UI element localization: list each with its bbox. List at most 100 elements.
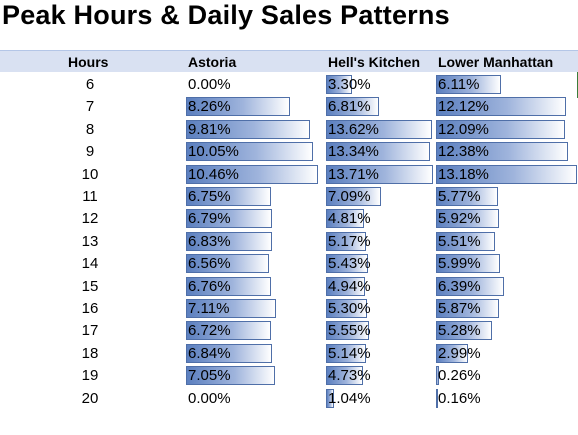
percent-value: 5.51%	[438, 232, 481, 250]
hour-cell[interactable]: 14	[81, 255, 99, 273]
astoria-cell[interactable]: 6.76%	[186, 275, 318, 299]
lower-cell[interactable]: 5.51%	[436, 230, 577, 254]
lower-cell[interactable]: 12.09%	[436, 118, 577, 142]
lower-cell[interactable]: 12.12%	[436, 95, 577, 119]
percent-value: 6.84%	[188, 344, 231, 362]
percent-value: 0.16%	[438, 389, 481, 407]
table-row: 13 6.83% 5.17% 5.51%	[0, 230, 578, 254]
data-bar	[436, 119, 566, 139]
data-bar	[186, 209, 272, 229]
lower-cell[interactable]: 12.38%	[436, 140, 577, 164]
lower-cell[interactable]: 6.39%	[436, 275, 577, 299]
lower-cell[interactable]: 0.26%	[436, 364, 577, 388]
hour-cell[interactable]: 6	[85, 76, 95, 93]
percent-value: 5.28%	[438, 322, 481, 340]
header-hours[interactable]: Hours	[68, 54, 109, 70]
hour-cell[interactable]: 17	[81, 322, 99, 340]
data-bar	[326, 388, 335, 408]
percent-value: 5.14%	[328, 344, 371, 362]
header-lower-manhattan[interactable]: Lower Manhattan	[438, 54, 554, 70]
lower-cell[interactable]: 5.99%	[436, 252, 577, 276]
table-row: 11 6.75% 7.09% 5.77%	[0, 185, 578, 209]
astoria-cell[interactable]: 6.56%	[186, 252, 318, 276]
hells-cell[interactable]: 5.30%	[326, 297, 433, 321]
header-astoria[interactable]: Astoria	[188, 54, 237, 70]
data-bar	[436, 164, 577, 184]
hour-cell[interactable]: 18	[81, 344, 99, 362]
data-bar	[186, 231, 273, 251]
hells-cell[interactable]: 1.04%	[326, 387, 433, 411]
lower-cell[interactable]: 0.16%	[436, 387, 577, 411]
hells-cell[interactable]: 5.14%	[326, 342, 433, 366]
percent-value: 6.72%	[188, 322, 231, 340]
lower-cell[interactable]: 6.11%	[436, 73, 577, 97]
hells-cell[interactable]: 13.34%	[326, 140, 433, 164]
hells-cell[interactable]: 4.94%	[326, 275, 433, 299]
table-row: 17 6.72% 5.55% 5.28%	[0, 319, 578, 343]
astoria-cell[interactable]: 7.11%	[186, 297, 318, 321]
hour-cell[interactable]: 9	[85, 143, 95, 161]
hells-cell[interactable]: 6.81%	[326, 95, 433, 119]
hells-cell[interactable]: 5.43%	[326, 252, 433, 276]
lower-cell[interactable]: 5.28%	[436, 319, 577, 343]
percent-value: 6.83%	[188, 232, 231, 250]
astoria-cell[interactable]: 6.72%	[186, 319, 318, 343]
hells-cell[interactable]: 5.17%	[326, 230, 433, 254]
percent-value: 5.77%	[438, 188, 481, 205]
hells-cell[interactable]: 13.71%	[326, 163, 433, 187]
hour-cell[interactable]: 8	[85, 120, 95, 138]
hells-cell[interactable]: 7.09%	[326, 185, 433, 209]
data-bar	[186, 97, 291, 117]
percent-value: 6.56%	[188, 255, 231, 273]
hells-cell[interactable]: 13.62%	[326, 118, 433, 142]
astoria-cell[interactable]: 6.84%	[186, 342, 318, 366]
table-row: 20 0.00% 1.04% 0.16%	[0, 387, 578, 411]
astoria-cell[interactable]: 7.05%	[186, 364, 318, 388]
percent-value: 13.34%	[328, 143, 379, 161]
hour-cell[interactable]: 12	[81, 210, 99, 228]
lower-cell[interactable]: 2.99%	[436, 342, 577, 366]
data-bar	[186, 254, 269, 274]
table-row: 19 7.05% 4.73% 0.26%	[0, 364, 578, 388]
astoria-cell[interactable]: 10.05%	[186, 140, 318, 164]
hour-cell[interactable]: 20	[81, 389, 99, 407]
data-bar	[326, 119, 433, 139]
astoria-cell[interactable]: 0.00%	[186, 387, 318, 411]
data-bar	[326, 321, 370, 341]
data-bar	[436, 231, 495, 251]
astoria-cell[interactable]: 6.79%	[186, 207, 318, 231]
astoria-cell[interactable]: 6.75%	[186, 185, 318, 209]
astoria-cell[interactable]: 9.81%	[186, 118, 318, 142]
astoria-cell[interactable]: 8.26%	[186, 95, 318, 119]
hells-cell[interactable]: 4.81%	[326, 207, 433, 231]
hour-cell[interactable]: 19	[81, 367, 99, 385]
percent-value: 5.99%	[438, 255, 481, 273]
data-bar	[186, 276, 272, 296]
percent-value: 6.39%	[438, 277, 481, 295]
header-hells-kitchen[interactable]: Hell's Kitchen	[328, 54, 421, 70]
percent-value: 7.11%	[188, 300, 230, 317]
sheet-title: Peak Hours & Daily Sales Patterns	[2, 0, 450, 30]
percent-value: 5.87%	[438, 300, 481, 317]
lower-cell[interactable]: 13.18%	[436, 163, 577, 187]
astoria-cell[interactable]: 0.00%	[186, 73, 318, 97]
hour-cell[interactable]: 15	[81, 277, 99, 295]
astoria-cell[interactable]: 10.46%	[186, 163, 318, 187]
lower-cell[interactable]: 5.77%	[436, 185, 577, 209]
table-row: 7 8.26% 6.81% 12.12%	[0, 95, 578, 119]
hour-cell[interactable]: 11	[82, 188, 98, 205]
hells-cell[interactable]: 5.55%	[326, 319, 433, 343]
percent-value: 12.09%	[438, 120, 489, 138]
hour-cell[interactable]: 13	[81, 232, 99, 250]
hour-cell[interactable]: 10	[81, 165, 99, 183]
hells-cell[interactable]: 3.30%	[326, 73, 433, 97]
percent-value: 5.55%	[328, 322, 371, 340]
data-bar	[326, 299, 368, 318]
percent-value: 12.38%	[438, 143, 489, 161]
lower-cell[interactable]: 5.87%	[436, 297, 577, 321]
lower-cell[interactable]: 5.92%	[436, 207, 577, 231]
hour-cell[interactable]: 16	[81, 300, 99, 317]
hells-cell[interactable]: 4.73%	[326, 364, 433, 388]
hour-cell[interactable]: 7	[85, 98, 95, 116]
astoria-cell[interactable]: 6.83%	[186, 230, 318, 254]
